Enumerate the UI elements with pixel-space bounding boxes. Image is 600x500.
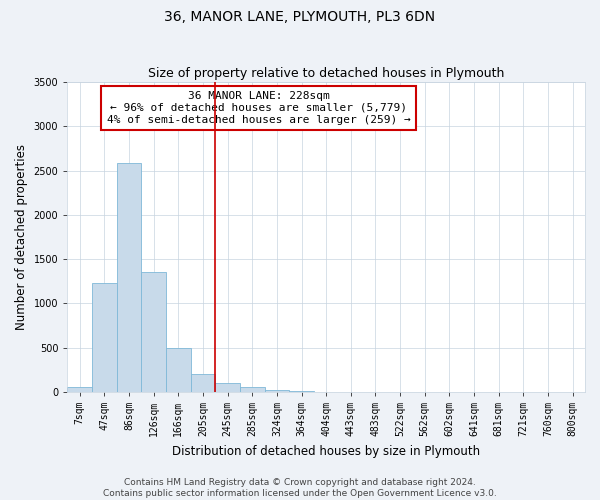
- X-axis label: Distribution of detached houses by size in Plymouth: Distribution of detached houses by size …: [172, 444, 480, 458]
- Bar: [166, 348, 191, 392]
- Bar: [116, 162, 141, 392]
- Bar: [141, 272, 166, 392]
- Text: 36 MANOR LANE: 228sqm
← 96% of detached houses are smaller (5,779)
4% of semi-de: 36 MANOR LANE: 228sqm ← 96% of detached …: [107, 92, 411, 124]
- Bar: [92, 283, 116, 392]
- Bar: [67, 388, 92, 392]
- Bar: [215, 383, 240, 392]
- Bar: [191, 374, 215, 392]
- Text: Contains HM Land Registry data © Crown copyright and database right 2024.
Contai: Contains HM Land Registry data © Crown c…: [103, 478, 497, 498]
- Title: Size of property relative to detached houses in Plymouth: Size of property relative to detached ho…: [148, 66, 505, 80]
- Y-axis label: Number of detached properties: Number of detached properties: [15, 144, 28, 330]
- Bar: [240, 387, 265, 392]
- Bar: [265, 390, 289, 392]
- Text: 36, MANOR LANE, PLYMOUTH, PL3 6DN: 36, MANOR LANE, PLYMOUTH, PL3 6DN: [164, 10, 436, 24]
